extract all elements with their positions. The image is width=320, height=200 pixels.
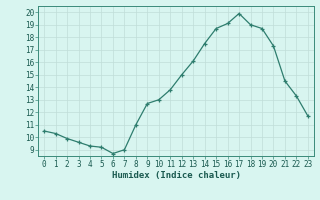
- X-axis label: Humidex (Indice chaleur): Humidex (Indice chaleur): [111, 171, 241, 180]
